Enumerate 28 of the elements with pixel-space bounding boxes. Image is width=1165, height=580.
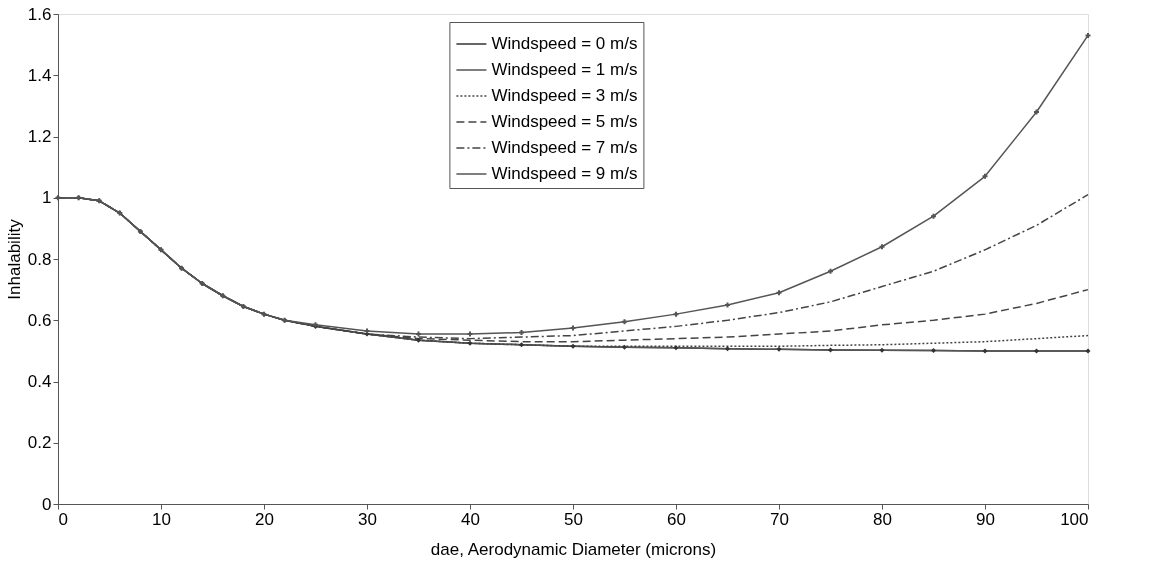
y-axis-title: Inhalability [4, 218, 24, 300]
y-tick-label: 1.4 [27, 65, 52, 85]
y-tick-label: 1.2 [27, 127, 52, 146]
y-tick-label: 0 [42, 494, 52, 514]
legend-label: Windspeed = 1 m/s [491, 60, 638, 79]
x-tick-label: 100 [1060, 509, 1089, 529]
y-tick-label: 0.2 [27, 433, 52, 453]
y-tick-label: 0.6 [27, 310, 52, 330]
legend-label: Windspeed = 9 m/s [491, 164, 638, 183]
x-tick-label: 50 [564, 509, 583, 529]
x-tick-label: 10 [152, 509, 171, 529]
x-tick-label: 20 [255, 509, 274, 529]
x-tick-label: 40 [461, 509, 480, 529]
x-tick-label: 90 [976, 509, 995, 529]
y-tick-label: 1 [42, 188, 52, 208]
legend-label: Windspeed = 7 m/s [491, 138, 638, 157]
y-tick-label: 0.8 [27, 249, 52, 269]
x-tick-label: 0 [58, 509, 68, 529]
legend-label: Windspeed = 5 m/s [491, 112, 638, 131]
y-tick-label: 0.4 [27, 372, 52, 391]
x-axis-title: dae, Aerodynamic Diameter (microns) [430, 539, 717, 559]
x-tick-label: 60 [667, 509, 686, 529]
legend-label: Windspeed = 0 m/s [491, 34, 638, 53]
y-tick-label: 1.6 [27, 4, 52, 24]
x-tick-label: 70 [770, 509, 789, 529]
legend-label: Windspeed = 3 m/s [491, 86, 638, 105]
x-tick-label: 80 [873, 509, 892, 529]
x-tick-label: 30 [358, 509, 377, 529]
